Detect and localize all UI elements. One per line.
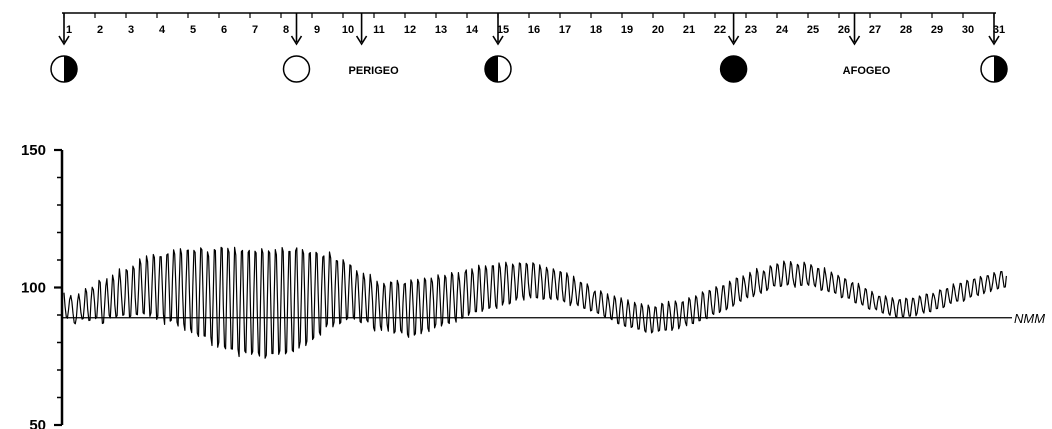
day-tick-label: 29 xyxy=(931,24,943,36)
day-tick-label: 6 xyxy=(221,24,227,36)
day-axis: 1 2 3 4 5 6 7 8 9 10 11 12 13 14 15 16 17 18 19 20 21 22 23 24 2… xyxy=(62,12,1005,36)
day-tick-label: 15 xyxy=(497,24,509,36)
full-moon-icon xyxy=(282,55,311,83)
day-tick-label: 5 xyxy=(190,24,196,36)
y-tick-label: 150 xyxy=(21,142,46,159)
day-tick-label: 27 xyxy=(869,24,881,36)
day-tick-label: 12 xyxy=(404,24,416,36)
label-arrow-head xyxy=(848,35,861,46)
day-tick-label: 7 xyxy=(252,24,258,36)
lunar-events: PERIGEO AFOGEO xyxy=(50,13,1008,83)
new-moon-icon xyxy=(719,55,748,83)
day-tick-label: 2 xyxy=(97,24,103,36)
day-tick-label: 21 xyxy=(683,24,695,36)
day-tick-label: 31 xyxy=(993,24,1005,36)
moon-phase-arrow-head xyxy=(492,35,504,46)
moon-phase-arrow-head xyxy=(988,35,1000,46)
first-quarter-moon-icon xyxy=(980,55,1008,83)
last-quarter-moon-icon xyxy=(484,55,512,83)
day-tick-label: 26 xyxy=(838,24,850,36)
plot-area: NMM xyxy=(62,246,1045,359)
day-tick-label: 23 xyxy=(745,24,757,36)
day-tick-label: 10 xyxy=(342,24,354,36)
moon-disc xyxy=(282,55,311,83)
day-tick-label: 25 xyxy=(807,24,819,36)
day-tick-label: 30 xyxy=(962,24,974,36)
day-tick-label: 20 xyxy=(652,24,664,36)
day-tick-label: 11 xyxy=(373,24,385,36)
moon-phase-arrow-head xyxy=(727,35,740,46)
day-tick-label: 19 xyxy=(621,24,633,36)
moon-phase-arrow-head xyxy=(290,35,303,46)
day-tick-label: 14 xyxy=(466,24,479,36)
day-tick-label: 28 xyxy=(900,24,912,36)
label-arrow-head xyxy=(355,35,368,46)
day-tick-label: 4 xyxy=(159,24,166,36)
moon-lit-half xyxy=(64,56,77,82)
first-quarter-moon-icon xyxy=(50,55,78,83)
afogeo-label: AFOGEO xyxy=(843,65,891,77)
nmm-reference-label: NMM xyxy=(1014,311,1045,326)
day-tick-label: 22 xyxy=(714,24,726,36)
moon-lit-half xyxy=(994,56,1007,82)
day-tick-label: 9 xyxy=(314,24,320,36)
day-tick-label: 8 xyxy=(283,24,289,36)
day-tick-label: 3 xyxy=(128,24,134,36)
moon-disc xyxy=(719,55,748,83)
day-tick-label: 24 xyxy=(776,24,789,36)
moon-lit-half xyxy=(485,56,498,82)
day-tick-label: 13 xyxy=(435,24,447,36)
perigeo-label: PERIGEO xyxy=(349,65,400,77)
day-tick-label: 17 xyxy=(559,24,571,36)
day-tick-label: 16 xyxy=(528,24,540,36)
moon-phase-arrow-head xyxy=(58,35,70,46)
y-tick-label: 100 xyxy=(21,280,46,297)
y-tick-label: 50 xyxy=(29,417,46,429)
day-tick-label: 18 xyxy=(590,24,602,36)
tide-series-line-0 xyxy=(63,246,1007,359)
day-tick-label: 1 xyxy=(66,24,72,36)
y-axis: 150 100 50 xyxy=(21,142,64,429)
